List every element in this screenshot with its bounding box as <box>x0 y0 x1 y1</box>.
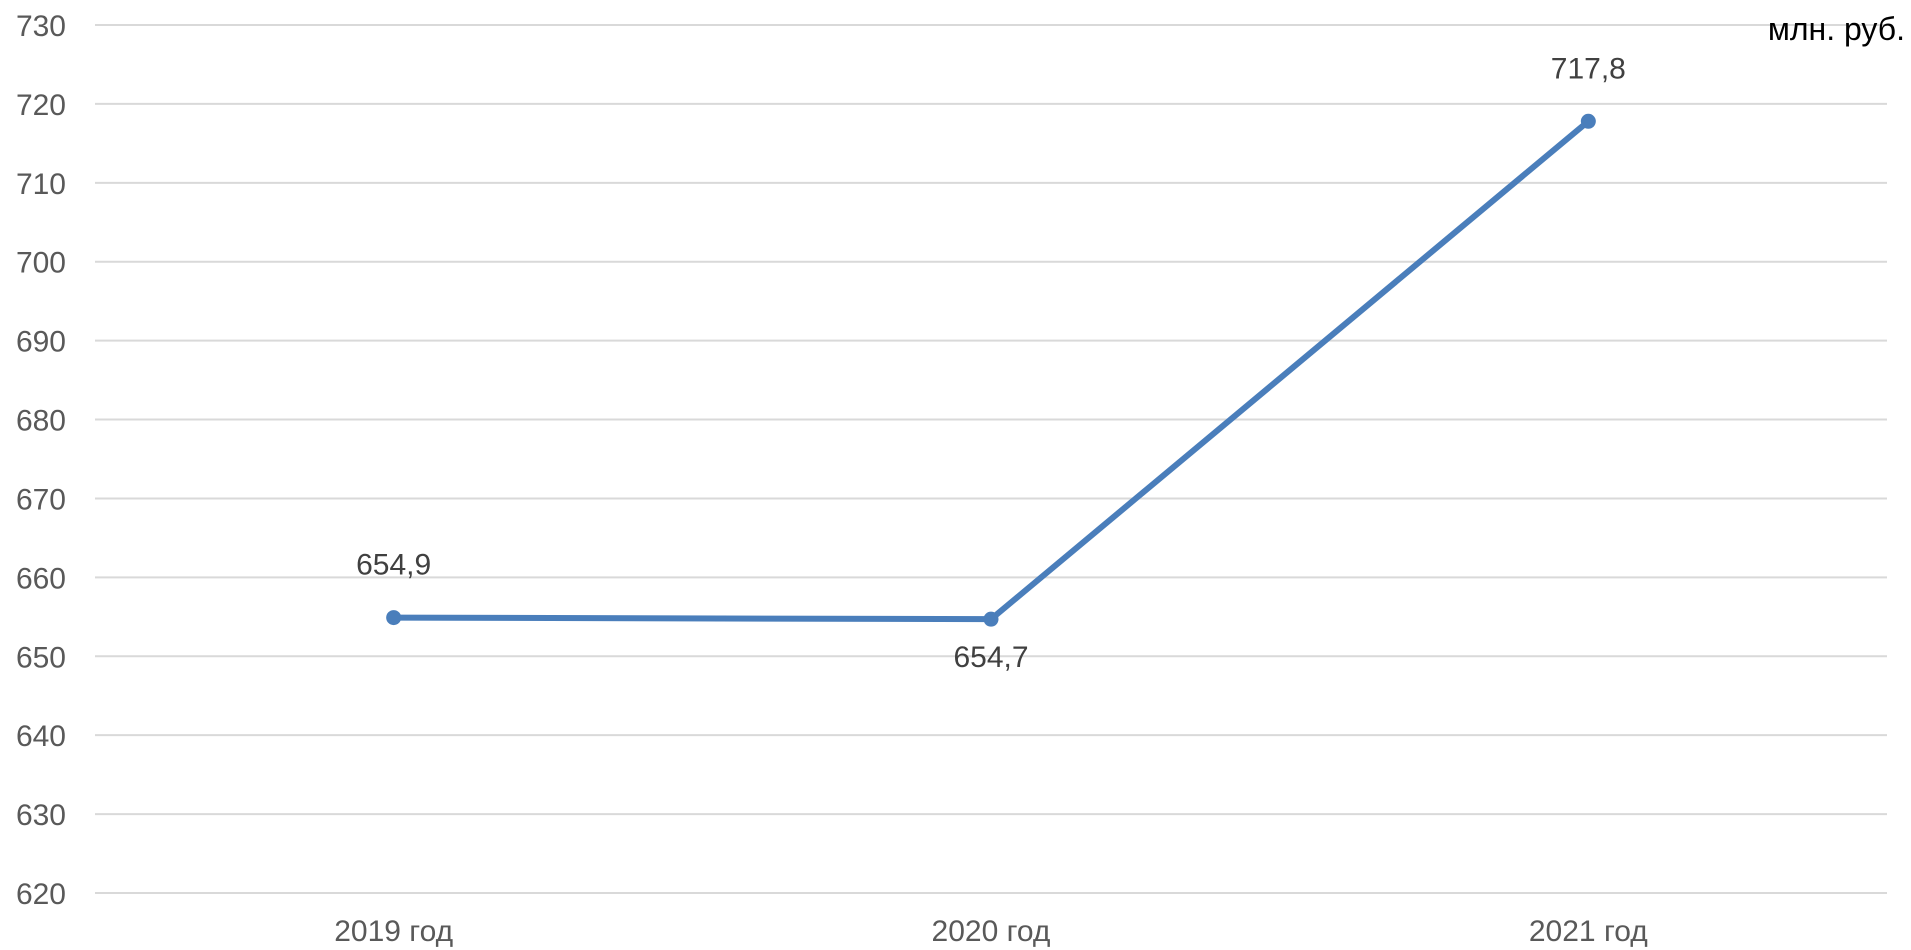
y-tick-label: 640 <box>16 720 66 753</box>
data-label: 654,7 <box>953 641 1028 674</box>
y-tick-label: 630 <box>16 799 66 832</box>
series-group <box>386 113 1596 627</box>
data-label: 654,9 <box>356 549 431 582</box>
x-axis-tick-labels: 2019 год 2020 год 2021 год <box>334 915 1648 948</box>
series-line <box>390 118 1592 623</box>
y-tick-label: 660 <box>16 562 66 595</box>
data-labels: 654,9 654,7 717,8 <box>356 52 1626 674</box>
y-tick-label: 620 <box>16 878 66 911</box>
unit-label: млн. руб. <box>1768 11 1905 47</box>
gridlines <box>95 24 1887 894</box>
y-tick-label: 720 <box>16 89 66 122</box>
data-point-marker <box>386 610 402 626</box>
y-tick-label: 670 <box>16 483 66 516</box>
y-tick-label: 680 <box>16 405 66 438</box>
data-point-marker <box>983 611 999 627</box>
y-tick-label: 730 <box>16 10 66 43</box>
data-label: 717,8 <box>1551 52 1626 85</box>
data-point-marker <box>1580 113 1596 129</box>
y-tick-label: 710 <box>16 168 66 201</box>
y-tick-label: 700 <box>16 247 66 280</box>
y-axis-tick-labels: 620 630 640 650 660 670 680 690 700 710 720 730 <box>16 10 66 911</box>
y-tick-label: 650 <box>16 641 66 674</box>
y-tick-label: 690 <box>16 326 66 359</box>
x-tick-label: 2021 год <box>1529 915 1648 948</box>
x-tick-label: 2019 год <box>334 915 453 948</box>
x-tick-label: 2020 год <box>932 915 1051 948</box>
